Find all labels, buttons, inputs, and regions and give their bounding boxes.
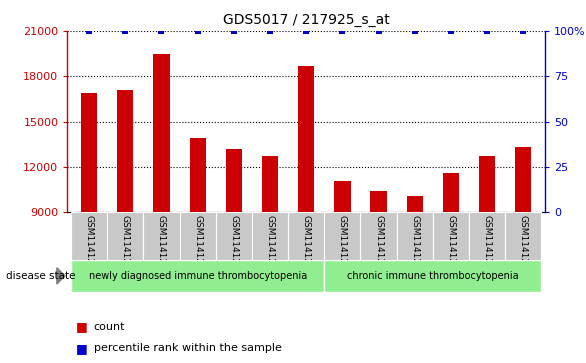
Bar <box>334 180 350 212</box>
Bar <box>298 66 314 212</box>
Text: GSM1141231: GSM1141231 <box>410 215 419 275</box>
Bar <box>71 260 324 292</box>
Bar <box>324 212 360 260</box>
Bar <box>288 212 324 260</box>
Bar <box>407 196 423 212</box>
Text: GSM1141229: GSM1141229 <box>338 215 347 275</box>
Bar <box>505 212 541 260</box>
Point <box>446 28 455 34</box>
Text: GSM1141230: GSM1141230 <box>374 215 383 275</box>
Text: GSM1141225: GSM1141225 <box>193 215 202 275</box>
Bar <box>370 191 387 212</box>
Point <box>157 28 166 34</box>
Bar <box>216 212 252 260</box>
Title: GDS5017 / 217925_s_at: GDS5017 / 217925_s_at <box>223 13 390 27</box>
Point <box>374 28 383 34</box>
Point <box>193 28 202 34</box>
Bar <box>515 147 532 212</box>
Point <box>229 28 239 34</box>
Text: GSM1141224: GSM1141224 <box>157 215 166 275</box>
Text: GSM1141227: GSM1141227 <box>265 215 274 275</box>
Bar <box>144 212 179 260</box>
Point <box>338 28 347 34</box>
Text: GSM1141222: GSM1141222 <box>84 215 94 275</box>
Text: ■: ■ <box>76 320 88 333</box>
Bar <box>469 212 505 260</box>
Text: disease state: disease state <box>6 271 76 281</box>
Point <box>302 28 311 34</box>
Point <box>519 28 528 34</box>
Text: ■: ■ <box>76 342 88 355</box>
Point <box>84 28 94 34</box>
Point <box>121 28 130 34</box>
Text: GSM1141223: GSM1141223 <box>121 215 130 275</box>
Bar <box>397 212 433 260</box>
Text: GSM1141233: GSM1141233 <box>483 215 492 275</box>
Point <box>482 28 492 34</box>
Text: count: count <box>94 322 125 332</box>
Text: GSM1141228: GSM1141228 <box>302 215 311 275</box>
Bar <box>179 212 216 260</box>
Bar <box>252 212 288 260</box>
Polygon shape <box>57 268 65 284</box>
Text: newly diagnosed immune thrombocytopenia: newly diagnosed immune thrombocytopenia <box>88 271 306 281</box>
Text: GSM1141232: GSM1141232 <box>447 215 455 275</box>
Text: GSM1141234: GSM1141234 <box>519 215 528 275</box>
Bar <box>226 149 242 212</box>
Bar <box>117 90 134 212</box>
Bar <box>71 212 107 260</box>
Point <box>265 28 275 34</box>
Bar <box>154 53 169 212</box>
Bar <box>189 138 206 212</box>
Bar <box>433 212 469 260</box>
Bar <box>360 212 397 260</box>
Bar <box>262 156 278 212</box>
Bar <box>107 212 144 260</box>
Point <box>410 28 420 34</box>
Bar <box>324 260 541 292</box>
Text: percentile rank within the sample: percentile rank within the sample <box>94 343 282 354</box>
Bar <box>81 93 97 212</box>
Bar <box>479 156 495 212</box>
Text: GSM1141226: GSM1141226 <box>229 215 239 275</box>
Text: chronic immune thrombocytopenia: chronic immune thrombocytopenia <box>347 271 519 281</box>
Bar <box>443 173 459 212</box>
